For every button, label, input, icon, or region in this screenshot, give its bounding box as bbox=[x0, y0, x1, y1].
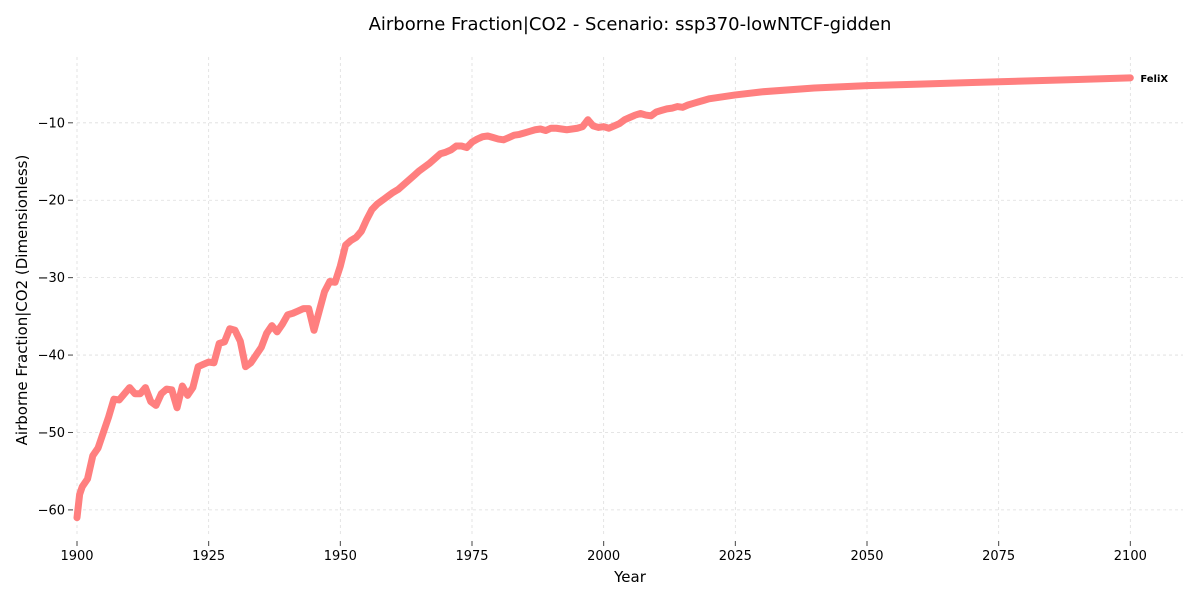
y-tick-label: −40 bbox=[38, 349, 65, 364]
series-layer: FeliX bbox=[73, 74, 1168, 522]
y-tick-label: −30 bbox=[38, 271, 65, 286]
y-tick-label: −60 bbox=[38, 503, 65, 518]
x-axis-ticks: 1900 1925 1950 1975 2000 2025 2050 2075 2100 bbox=[60, 541, 1147, 564]
x-tick-label: 2050 bbox=[850, 549, 883, 564]
chart-title: Airborne Fraction|CO2 - Scenario: ssp370… bbox=[369, 14, 892, 35]
y-tick-label: −50 bbox=[38, 426, 65, 441]
x-tick-label: 2025 bbox=[719, 549, 752, 564]
x-tick-label: 2075 bbox=[982, 549, 1015, 564]
x-tick-label: 1975 bbox=[455, 549, 488, 564]
y-axis-label: Airborne Fraction|CO2 (Dimensionless) bbox=[13, 155, 31, 446]
series-line-felix bbox=[73, 74, 1134, 522]
y-tick-label: −10 bbox=[38, 116, 65, 131]
x-axis-label: Year bbox=[613, 568, 647, 586]
x-tick-label: 1950 bbox=[324, 549, 357, 564]
x-tick-label: 1925 bbox=[192, 549, 225, 564]
x-tick-label: 1900 bbox=[60, 549, 93, 564]
y-axis-ticks: −60 −50 −40 −30 −20 −10 bbox=[38, 116, 73, 518]
y-tick-label: −20 bbox=[38, 194, 65, 209]
x-tick-label: 2000 bbox=[587, 549, 620, 564]
x-tick-label: 2100 bbox=[1114, 549, 1147, 564]
grid bbox=[76, 57, 1183, 537]
series-end-label: FeliX bbox=[1140, 74, 1168, 85]
